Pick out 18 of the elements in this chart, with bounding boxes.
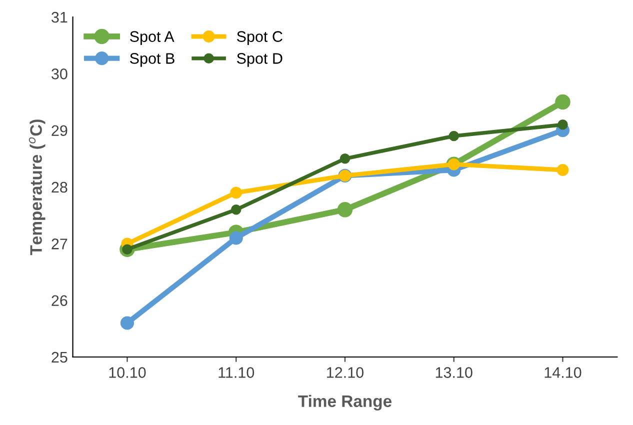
x-tick-label: 12.10 — [327, 367, 364, 378]
y-tick-label: 25 — [52, 352, 68, 363]
x-tick-label: 11.10 — [218, 367, 254, 378]
legend-label: Spot B — [130, 53, 174, 67]
y-tick-label: 26 — [52, 295, 68, 306]
x-tick-label: 14.10 — [544, 367, 582, 378]
y-tick-label: 30 — [52, 68, 68, 80]
legend-label: Spot A — [130, 31, 174, 45]
y-tick-label: 28 — [52, 182, 68, 193]
x-axis-title: Time Range — [298, 394, 392, 410]
x-tick-label: 13.10 — [436, 367, 472, 378]
x-tick-label: 10.10 — [109, 367, 146, 378]
legend-label: Spot C — [236, 31, 282, 45]
y-tick-label: 31 — [52, 12, 68, 23]
y-tick-label: 27 — [52, 238, 68, 250]
legend-label: Spot D — [236, 53, 282, 67]
y-tick-label: 29 — [52, 125, 68, 136]
y-axis-title: Temperature ($^{o}$C) — [28, 120, 46, 256]
